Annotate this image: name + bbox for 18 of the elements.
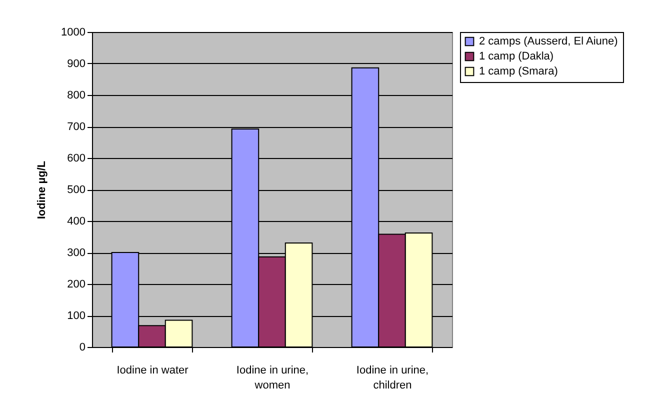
legend-label: 1 camp (Smara) bbox=[479, 66, 558, 78]
legend-label: 1 camp (Dakla) bbox=[479, 50, 554, 62]
x-tick-label: Iodine in urine, children bbox=[356, 364, 429, 392]
y-tick-label: 1000 bbox=[61, 26, 86, 38]
y-tick-label: 400 bbox=[67, 216, 86, 228]
x-tick-label: Iodine in water bbox=[116, 364, 189, 376]
x-tick-label: Iodine in urine, women bbox=[236, 364, 309, 392]
y-tick-label: 200 bbox=[67, 278, 86, 290]
y-axis-title: Iodine µg/L bbox=[36, 160, 48, 220]
y-tick-label: 500 bbox=[67, 184, 86, 196]
y-tick-label: 900 bbox=[67, 58, 86, 70]
y-tick-label: 800 bbox=[67, 90, 86, 102]
y-tick-label: 700 bbox=[67, 121, 86, 133]
legend-label: 2 camps (Ausserd, El Aiune) bbox=[479, 36, 618, 48]
y-tick-label: 600 bbox=[67, 152, 86, 164]
y-tick-label: 0 bbox=[79, 342, 86, 354]
y-tick-label: 300 bbox=[67, 247, 86, 259]
y-tick-label: 100 bbox=[67, 310, 86, 322]
